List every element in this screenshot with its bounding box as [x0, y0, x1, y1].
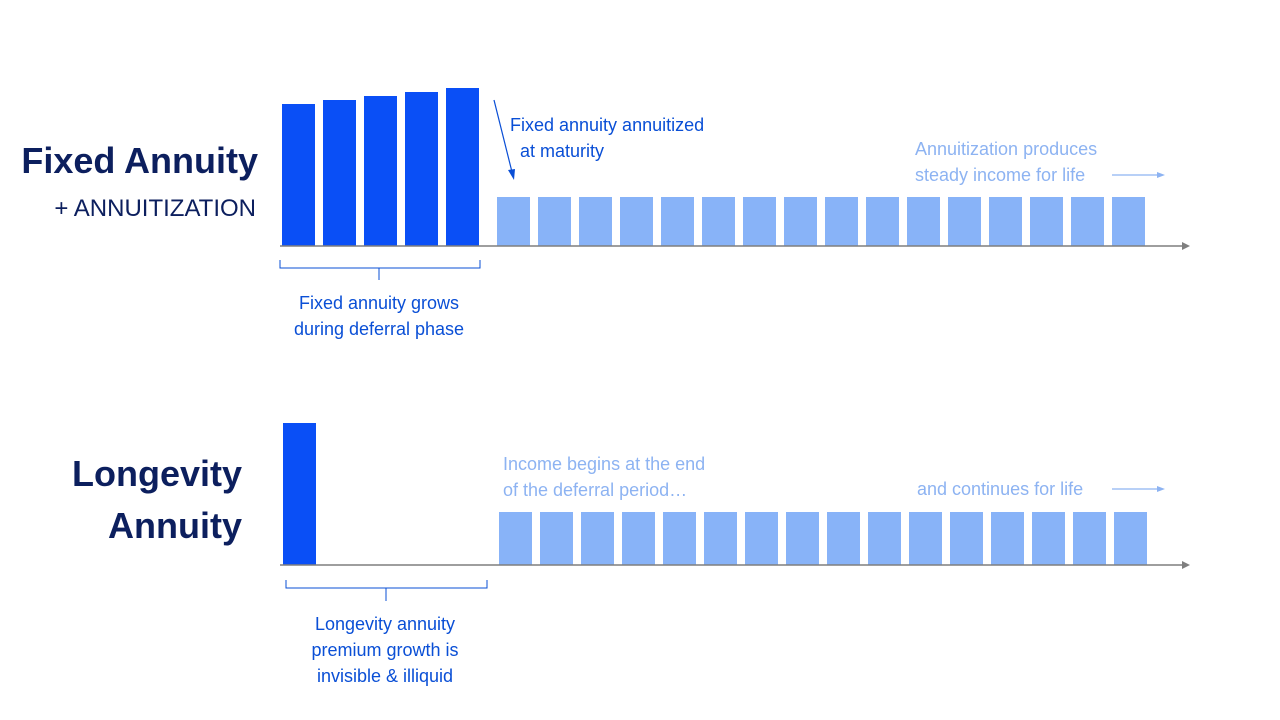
- fixed-income-bar: [907, 197, 940, 246]
- fixed-growth-bar: [364, 96, 397, 246]
- longevity-income-bar: [581, 512, 614, 565]
- longevity-income-bar: [745, 512, 778, 565]
- longevity-income-bar: [868, 512, 901, 565]
- fixed-income-bar: [579, 197, 612, 246]
- fixed-growth-bar: [323, 100, 356, 246]
- longevity-income-bar: [540, 512, 573, 565]
- fixed-income-bar: [1030, 197, 1063, 246]
- fixed-income-bar: [989, 197, 1022, 246]
- income-begins-text: Income begins at the end of the deferral…: [503, 454, 706, 500]
- annuitized-callout-text: Fixed annuity annuitized at maturity: [510, 115, 705, 161]
- fixed-income-bar: [497, 197, 530, 246]
- fixed-income-bar: [948, 197, 981, 246]
- longevity-deferral-label: Longevity annuity premium growth is invi…: [311, 614, 459, 686]
- longevity-deferral-brace: [285, 580, 488, 601]
- longevity-income-bar: [950, 512, 983, 565]
- fixed-growth-bars: [282, 88, 479, 246]
- longevity-premium-bar: [283, 423, 316, 565]
- longevity-axis-arrowhead: [1182, 561, 1190, 569]
- fixed-income-bar: [702, 197, 735, 246]
- longevity-income-bar: [499, 512, 532, 565]
- annuitization-subtitle: + ANNUITIZATION: [54, 195, 256, 222]
- fixed-income-bar: [620, 197, 653, 246]
- fixed-income-bar: [661, 197, 694, 246]
- fixed-income-bar: [1112, 197, 1145, 246]
- longevity-income-bar: [1073, 512, 1106, 565]
- annuitization-income-text: Annuitization produces steady income for…: [915, 139, 1098, 185]
- longevity-annuity-title: Longevity Annuity: [71, 453, 242, 546]
- fixed-income-bars: [497, 197, 1145, 246]
- longevity-income-bar: [663, 512, 696, 565]
- income-for-life-arrowhead: [1157, 172, 1165, 178]
- fixed-deferral-label: Fixed annuity grows during deferral phas…: [293, 293, 465, 339]
- longevity-income-bar: [704, 512, 737, 565]
- longevity-income-bar: [786, 512, 819, 565]
- fixed-income-bar: [866, 197, 899, 246]
- longevity-income-bar: [1114, 512, 1147, 565]
- fixed-income-bar: [743, 197, 776, 246]
- longevity-income-bar: [991, 512, 1024, 565]
- continues-for-life-arrowhead: [1157, 486, 1165, 492]
- fixed-income-bar: [538, 197, 571, 246]
- fixed-axis-arrowhead: [1182, 242, 1190, 250]
- annuitized-callout-arrow: [493, 99, 513, 173]
- longevity-income-bars: [499, 512, 1147, 565]
- continues-for-life-text: and continues for life: [917, 479, 1084, 499]
- annuitized-callout-arrowhead: [508, 169, 515, 180]
- longevity-income-bar: [622, 512, 655, 565]
- longevity-premium-bars: [283, 423, 316, 565]
- fixed-growth-bar: [405, 92, 438, 246]
- longevity-income-bar: [827, 512, 860, 565]
- fixed-income-bar: [825, 197, 858, 246]
- fixed-growth-bar: [282, 104, 315, 246]
- fixed-growth-bar: [446, 88, 479, 246]
- fixed-income-bar: [784, 197, 817, 246]
- fixed-income-bar: [1071, 197, 1104, 246]
- longevity-income-bar: [909, 512, 942, 565]
- fixed-deferral-brace: [279, 260, 481, 280]
- fixed-annuity-title: Fixed Annuity: [21, 140, 258, 181]
- longevity-income-bar: [1032, 512, 1065, 565]
